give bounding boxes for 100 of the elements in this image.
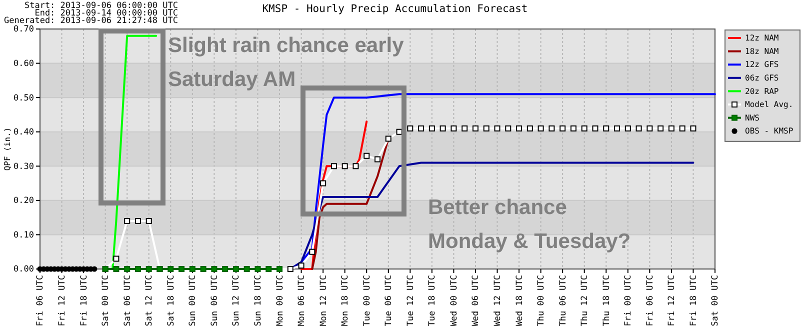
legend-label: Model Avg. xyxy=(745,100,794,110)
x-tick-label: Sun 18 UTC xyxy=(253,275,264,326)
x-tick-label: Mon 12 UTC xyxy=(318,275,329,326)
point xyxy=(200,266,206,272)
x-tick-label: Mon 18 UTC xyxy=(340,275,351,326)
x-tick-label: Sat 00 UTC xyxy=(101,275,112,326)
legend-label: 12z GFS xyxy=(745,60,779,70)
point xyxy=(124,266,130,272)
point xyxy=(232,266,239,272)
y-tick-label: 0.40 xyxy=(14,128,34,138)
x-tick-label: Sun 12 UTC xyxy=(232,275,242,326)
point xyxy=(526,125,533,132)
point xyxy=(178,266,185,272)
point xyxy=(266,266,272,272)
x-tick-label: Sat 12 UTC xyxy=(144,275,155,326)
point xyxy=(450,125,457,132)
legend-label: NWS xyxy=(745,113,760,122)
point xyxy=(134,218,141,224)
y-tick-label: 0.20 xyxy=(14,196,34,206)
point xyxy=(462,125,468,132)
point xyxy=(494,125,500,132)
x-tick-label: Wed 12 UTC xyxy=(492,275,503,326)
point xyxy=(298,262,304,269)
x-tick-label: Fri 12 UTC xyxy=(667,275,678,326)
point xyxy=(146,266,152,272)
point xyxy=(428,125,435,132)
legend-label: 18z NAM xyxy=(745,46,779,56)
point xyxy=(342,163,348,170)
x-tick-label: Fri 18 UTC xyxy=(79,275,90,326)
point xyxy=(505,125,512,132)
point xyxy=(440,125,446,132)
point xyxy=(134,266,141,272)
x-tick-label: Fri 18 UTC xyxy=(688,275,699,326)
point xyxy=(570,125,576,132)
y-tick-label: 0.10 xyxy=(14,230,34,240)
x-tick-label: Tue 00 UTC xyxy=(362,275,372,326)
x-tick-label: Sat 18 UTC xyxy=(166,275,176,326)
point xyxy=(679,125,686,132)
text: Generated: 2013-09-06 21:27:48 UTC xyxy=(4,16,178,26)
x-tick-label: Tue 12 UTC xyxy=(406,275,416,326)
x-tick-label: Thu 12 UTC xyxy=(580,275,590,326)
point xyxy=(418,125,424,132)
point xyxy=(254,266,261,272)
x-tick-label: Fri 00 UTC xyxy=(624,275,634,326)
point xyxy=(244,266,250,272)
point xyxy=(516,125,522,132)
point xyxy=(560,125,566,132)
point xyxy=(113,266,120,272)
point xyxy=(146,218,152,224)
point xyxy=(581,125,588,132)
point xyxy=(222,266,228,272)
legend-label: OBS - KMSP xyxy=(745,126,794,136)
x-tick-label: Sat 00 UTC xyxy=(710,275,721,326)
point xyxy=(603,125,610,132)
x-tick-label: Wed 06 UTC xyxy=(471,275,482,326)
point xyxy=(407,125,414,132)
point xyxy=(658,125,664,132)
x-tick-label: Mon 06 UTC xyxy=(297,275,308,326)
point xyxy=(668,125,674,132)
point xyxy=(113,256,120,262)
point xyxy=(614,125,620,132)
y-axis-title: QPF (in.) xyxy=(3,127,12,171)
point xyxy=(636,125,642,132)
point xyxy=(168,266,174,272)
x-tick-label: Thu 06 UTC xyxy=(558,275,568,326)
x-tick-label: Tue 18 UTC xyxy=(428,275,438,326)
point xyxy=(646,125,653,132)
y-tick-label: 0.00 xyxy=(14,264,34,275)
annotation: Slight rain chance early Saturday AM xyxy=(168,34,404,91)
legend-label: 20z RAP xyxy=(745,86,779,96)
point xyxy=(287,266,294,272)
point xyxy=(690,125,696,132)
point xyxy=(124,218,130,224)
x-tick-label: Mon 00 UTC xyxy=(275,275,286,326)
point xyxy=(592,125,598,132)
x-tick-label: Fri 06 UTC xyxy=(36,275,46,326)
point xyxy=(352,163,359,170)
x-tick-label: Sun 06 UTC xyxy=(210,275,220,326)
x-tick-label: Thu 00 UTC xyxy=(536,275,547,326)
point xyxy=(330,163,337,170)
x-tick-label: Fri 06 UTC xyxy=(645,275,656,326)
x-tick-label: Tue 06 UTC xyxy=(384,275,394,326)
point xyxy=(538,125,544,132)
point xyxy=(364,152,370,159)
point xyxy=(276,266,283,272)
point xyxy=(483,125,490,132)
x-tick-label: Fri 12 UTC xyxy=(57,275,68,326)
point xyxy=(548,125,555,132)
x-tick-label: Thu 18 UTC xyxy=(602,275,612,326)
legend-label: 06z GFS xyxy=(745,73,779,82)
x-tick-label: Sat 06 UTC xyxy=(122,275,133,326)
point xyxy=(385,136,392,142)
x-tick-label: Wed 00 UTC xyxy=(449,275,460,326)
point xyxy=(189,266,196,272)
y-tick-label: 0.30 xyxy=(14,162,34,172)
y-tick-label: 0.50 xyxy=(14,93,34,104)
point xyxy=(624,125,631,132)
point xyxy=(374,156,380,162)
point xyxy=(309,248,316,255)
y-tick-label: 0.60 xyxy=(14,59,34,70)
